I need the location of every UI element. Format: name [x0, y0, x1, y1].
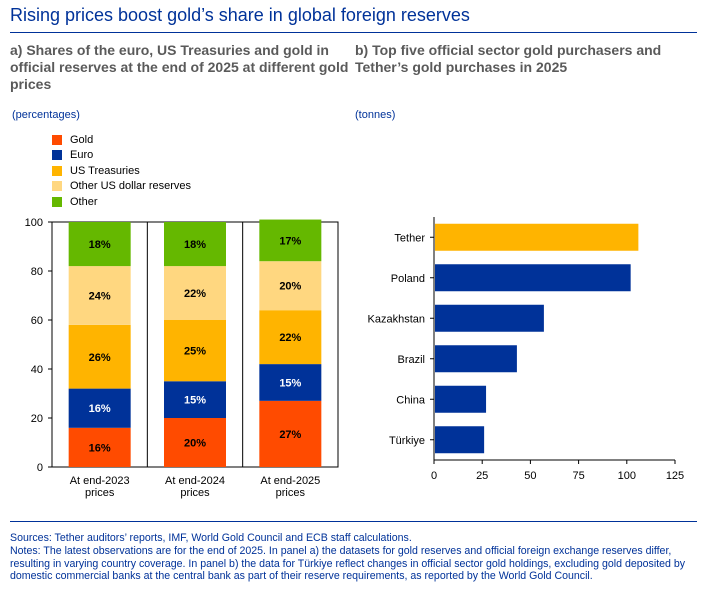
panel-b-unit: (tonnes) [355, 109, 396, 121]
panel-a-title: a) Shares of the euro, US Treasuries and… [10, 42, 349, 92]
chart-title: Rising prices boost gold’s share in glob… [10, 5, 470, 25]
panel-a-data-label: 15% [184, 395, 206, 407]
panel-b-x-tick-label: 0 [431, 470, 437, 482]
legend-label-euro: Euro [70, 149, 94, 162]
legend-swatch-euro [52, 150, 62, 161]
panel-a-bar-segment [259, 310, 322, 365]
panel-a-data-label: 22% [279, 332, 301, 344]
panel-a-unit: (percentages) [12, 109, 80, 121]
panel-a-bar-segment [259, 219, 322, 262]
legend-swatch-gold [52, 134, 62, 145]
panel-a-category-label: prices [276, 487, 306, 499]
panel-b-category-label: China [396, 394, 426, 406]
panel-a-category-label: At end-2024 [165, 475, 225, 487]
panel-a-bar-segment [164, 266, 226, 320]
legend-swatch-us-treasuries [52, 165, 62, 176]
panel-a-y-tick-label: 80 [31, 266, 43, 278]
panel-b-category-label: Brazil [397, 354, 425, 366]
footer-rule [10, 521, 697, 522]
legend-label-gold: Gold [70, 133, 94, 146]
legend-item-euro: Euro [52, 148, 191, 164]
legend-label-us-treasuries: US Treasuries [70, 164, 140, 177]
panel-b-bar [435, 385, 487, 413]
panel-a-category-label: prices [180, 487, 210, 499]
panel-a-bar-segment [68, 266, 131, 325]
legend-item-gold: Gold [52, 132, 191, 148]
panel-b-x-tick-label: 125 [666, 470, 684, 482]
panel-b-bar [435, 304, 544, 332]
footnotes: Sources: Tether auditors’ reports, IMF, … [10, 532, 700, 583]
panel-b-title: b) Top five official sector gold purchas… [355, 42, 662, 75]
legend-item-other-usd: Other US dollar reserves [52, 179, 191, 195]
panel-b-x-tick-label: 100 [618, 470, 636, 482]
legend-swatch-other-usd [52, 181, 62, 192]
panel-a-bar-segment [259, 261, 322, 311]
panel-a-data-label: 24% [89, 291, 111, 303]
panel-b-category-label: Türkiye [389, 435, 425, 447]
panel-a-bar-segment [68, 388, 131, 428]
panel-a-data-label: 18% [89, 239, 111, 251]
panel-a-bar-segment [68, 222, 131, 267]
panel-a-data-label: 20% [184, 438, 206, 450]
legend-label-other-usd: Other US dollar reserves [70, 180, 192, 193]
panel-a-data-label: 15% [279, 377, 301, 389]
panel-a-bar-segment [259, 400, 322, 467]
panel-b-category-label: Tether [394, 232, 425, 244]
legend-label-other: Other [70, 195, 98, 208]
panel-b-bar [435, 345, 517, 373]
legend-swatch-other [52, 196, 62, 207]
panel-a-y-tick-label: 100 [25, 217, 43, 229]
panel-a-y-tick-label: 0 [37, 462, 43, 474]
panel-a-y-tick-label: 60 [31, 315, 43, 327]
notes-text: Notes: The latest observations are for t… [10, 544, 686, 583]
panel-a-y-tick-label: 20 [31, 413, 43, 425]
panel-a-bar-segment [68, 324, 131, 389]
panel-a-data-label: 26% [89, 352, 111, 364]
panel-a-bar-segment [164, 418, 226, 467]
panel-b-bar [435, 264, 631, 292]
legend-item-other: Other [52, 194, 191, 210]
panel-a-category-label: At end-2023 [70, 475, 130, 487]
panel-b-bar [435, 426, 485, 454]
panel-a-data-label: 25% [184, 346, 206, 358]
panel-b-bar [435, 223, 639, 251]
panel-b-category-label: Poland [391, 273, 425, 285]
panel-a-data-label: 27% [279, 429, 301, 441]
panel-a-y-tick-label: 40 [31, 364, 43, 376]
sources-text: Sources: Tether auditors’ reports, IMF, … [10, 532, 412, 544]
panel-a-bar-segment [164, 222, 226, 267]
panel-a-data-label: 16% [89, 442, 111, 454]
panel-a-bar-segment [164, 320, 226, 382]
panel-a-data-label: 16% [89, 403, 111, 415]
panel-a-bar-segment [68, 427, 131, 467]
panel-a-bar-segment [259, 364, 322, 401]
title-rule [10, 32, 697, 33]
panel-a-legend: Gold Euro US Treasuries Other US dollar … [52, 132, 191, 210]
panel-a-data-label: 20% [279, 281, 301, 293]
panel-a-data-label: 17% [279, 235, 301, 247]
panel-a-bar-segment [164, 381, 226, 418]
panel-a-category-label: At end-2025 [260, 475, 320, 487]
legend-item-us-treasuries: US Treasuries [52, 163, 191, 179]
panel-b-x-tick-label: 25 [476, 470, 488, 482]
panel-b-x-tick-label: 75 [572, 470, 584, 482]
panel-b-category-label: Kazakhstan [368, 313, 425, 325]
panel-b-x-tick-label: 50 [524, 470, 536, 482]
panel-a-data-label: 18% [184, 239, 206, 251]
panel-a-data-label: 22% [184, 288, 206, 300]
panel-a-category-label: prices [85, 487, 115, 499]
